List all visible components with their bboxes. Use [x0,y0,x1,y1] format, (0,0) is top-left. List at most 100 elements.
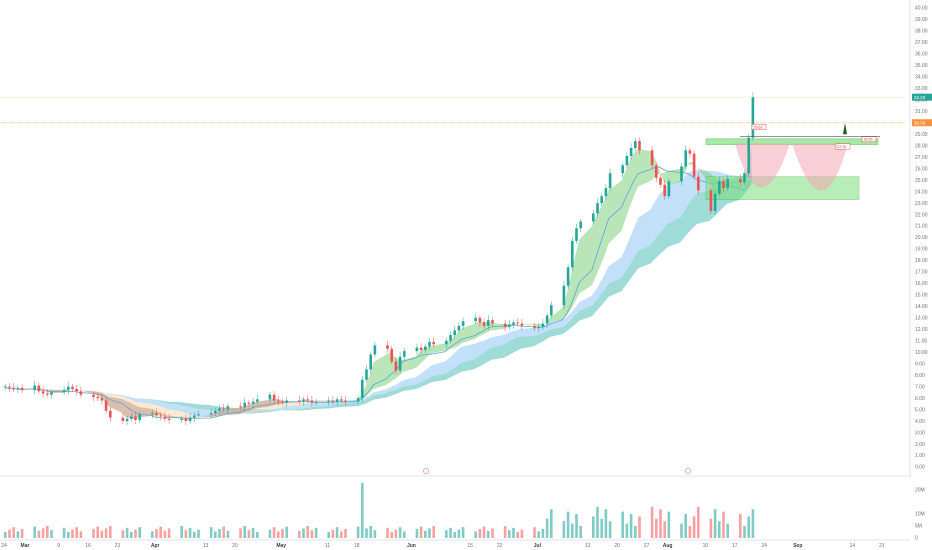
candle-body [184,418,188,422]
volume-bar [403,531,406,538]
candle-body [4,386,7,388]
volume-bar [550,509,553,538]
volume-bar [306,526,309,538]
candle-body [482,322,486,326]
x-tick-label: 13 [585,543,591,549]
volume-bar [449,527,452,538]
candle-body [629,147,633,157]
candle-body [428,341,431,347]
candle-body [491,320,494,324]
volume-bar [533,527,536,538]
candle-body [298,400,301,402]
volume-bar [79,531,83,538]
y-tick-label: 24.00 [915,189,928,195]
volume-bar [571,523,574,538]
candle-body [104,400,108,411]
price-annotation-label: 28.55 [864,138,873,142]
candle-body [655,165,658,178]
candle-body [285,400,288,403]
candle-body [541,323,545,328]
price-annotation-box [835,143,851,150]
y-tick-label: 9.00 [915,361,925,367]
volume-bar [739,514,742,538]
time-axis[interactable]: 24 Mar 9 16 23 Apr 13 20 May 11 18 Jun 15 22 Jul 13 20 27… [0,539,910,549]
resistance-zone [705,138,879,145]
volume-bar [655,518,658,538]
candle-body [12,387,15,389]
x-tick-label: 27 [644,543,650,549]
volume-tick-label: 0 [915,536,918,542]
candle-body [243,402,246,408]
x-tick-label: Jul [534,543,542,549]
x-tick-label: 24 [1,543,7,549]
volume-bar [461,527,465,538]
volume-bar [398,527,402,538]
candle-body [373,345,377,355]
volume-bar [130,532,133,538]
y-tick-label: 26.00 [915,166,928,172]
candle-body [684,150,687,167]
x-tick-label: 21 [879,543,885,549]
volume-bar [243,526,246,538]
volume-bar [159,526,162,538]
volume-bar [508,530,511,538]
volume-bar [625,523,629,538]
candle-body [268,394,272,400]
volume-bar [356,526,360,538]
candle-body [331,400,335,402]
volume-bar [134,529,137,538]
candle-body [571,240,574,268]
candle-body [256,399,259,402]
volume-bar [37,530,41,538]
volume-bar [709,518,713,538]
ma-line [3,166,752,419]
volume-bar [331,529,335,538]
candle-body [659,177,662,185]
y-tick-label: 25.00 [915,178,928,184]
candle-body [449,335,452,341]
volume-bar [327,532,330,538]
candle-body [394,361,398,371]
y-tick-label: 5.00 [915,407,925,413]
volume-bar [75,527,78,538]
candle-body [16,387,20,389]
candle-body [71,386,74,389]
volume-bar [310,530,314,538]
y-tick-label: 10.00 [915,350,928,356]
price-annotation-box [751,124,767,130]
candle-body [62,390,66,393]
candle-body [697,176,700,191]
candle-body [520,323,524,326]
candle-body [67,386,70,391]
volume-bar [104,528,108,538]
y-tick-label: 18.00 [915,258,928,264]
y-tick-label: 11.00 [915,338,927,344]
y-tick-label: 0.00 [915,465,925,471]
volume-bar [298,530,301,538]
y-tick-label: 3.00 [915,430,925,436]
volume-bar [193,532,196,538]
volume-bar [163,530,167,538]
candle-body [461,321,465,326]
volume-bar [604,509,608,538]
y-tick-label: 22.00 [915,212,928,218]
candle-body [403,351,406,357]
price-axis[interactable]: 0.00 1.00 2.00 3.00 4.00 5.00 6.00 7.00 8.00 9.00… [909,0,928,478]
candle-body [239,406,242,408]
x-tick-label: 9 [57,543,60,549]
candle-body [302,399,305,402]
volume-bar [247,530,251,538]
candle-body [680,166,683,182]
y-tick-label: 13.00 [915,316,928,322]
volume-bar [394,529,398,538]
volume-bar [125,527,129,538]
y-tick-label: 21.00 [915,224,928,230]
candle-body [37,385,41,392]
volume-bar [277,531,280,538]
candle-body [222,408,225,410]
x-tick-label: May [276,543,286,549]
x-tick-label: 23 [115,543,121,549]
candle-body [92,394,95,398]
cup-right-shape [792,143,848,191]
